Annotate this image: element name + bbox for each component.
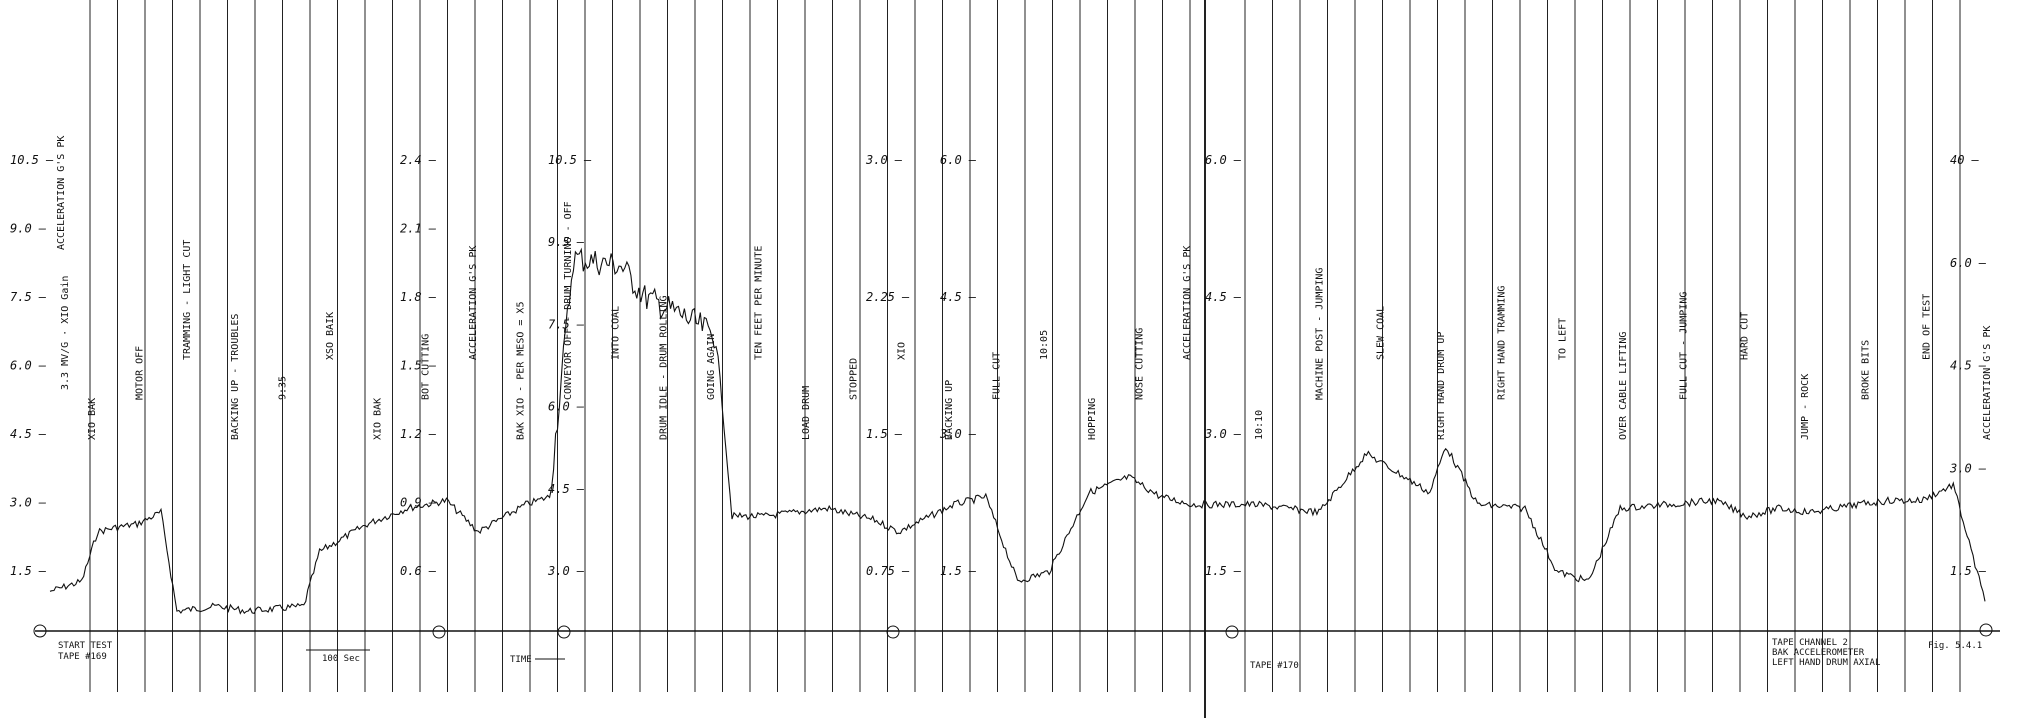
y-tick-mid4: 4.5 — [940, 290, 977, 304]
event-annotation: BACKING UP [944, 380, 955, 440]
event-annotation: STOPPED [849, 358, 860, 400]
event-annotation: OVER CABLE LIFTING [1618, 332, 1629, 440]
y-tick-right1: 4.5 — [1205, 290, 1242, 304]
y-tick-mid3: 2.25 — [866, 290, 910, 304]
y-tick-labels: 10.5 — 9.0 — 7.5 — 6.0 — 4.5 — 3.0 — 1.5 — 2.4 … [9, 153, 1987, 578]
y-tick-mid: 0.6 — [400, 564, 437, 578]
event-annotation: NOSE CUTTING [1134, 328, 1145, 400]
y-tick-mid3: 0.75 — [866, 564, 910, 578]
event-annotation: SLEW COAL [1375, 306, 1386, 360]
y-tick-right1: 1.5 — [1205, 564, 1242, 578]
y-tick-right1: 3.0 — [1204, 427, 1242, 441]
y-tick-mid2: 6.0 — [548, 400, 585, 414]
event-annotation: BAK XIO - PER MESO = X5 [516, 302, 527, 440]
event-annotation: BROKE BITS [1861, 340, 1872, 400]
channel-label-2: BAK ACCELEROMETER [1772, 648, 1865, 658]
y-tick-mid2: 9.5 — [548, 235, 585, 249]
event-annotation: ACCELERATION G'S PK [468, 246, 479, 360]
event-annotation: GOING AGAIN [706, 334, 717, 400]
x-axis-label: TIME [510, 655, 532, 665]
chart-marks [49, 247, 1986, 615]
y-tick-mid2: 4.5 — [548, 482, 585, 496]
y-tick-mid4: 3.0 — [939, 427, 977, 441]
event-annotation: LOAD DRUM [801, 386, 812, 440]
event-annotation: RIGHT HAND TRAMMING [1497, 286, 1508, 400]
y-tick-mid: 1.8 — [400, 290, 437, 304]
event-annotation: 10:10 [1254, 410, 1265, 440]
y-tick-left: 6.0 — [10, 359, 47, 373]
y-tick-left: 9.0 — [10, 222, 47, 236]
y-tick-mid: 1.5 — [400, 359, 437, 373]
tape-169-label: TAPE #169 [58, 652, 107, 662]
event-annotation: XSO BAIK [325, 312, 336, 360]
event-annotation: MACHINE POST - JUMPING [1315, 268, 1326, 400]
event-annotation: CONVEYOR OFF - DRUM TURNING - OFF [563, 201, 574, 400]
y-tick-mid: 1.2 — [400, 427, 437, 441]
y-tick-mid4: 1.5 — [940, 564, 977, 578]
y-tick-left: 3.0 — [9, 496, 47, 510]
event-annotation: BOT CUTTING [420, 334, 431, 400]
figure-number: Fig. 5.4.1 [1928, 641, 1982, 651]
event-annotation: INTO COAL [611, 306, 622, 360]
event-annotation: XIO [896, 342, 907, 360]
event-annotations: XIO BAK MOTOR OFF TRAMMING - LIGHT CUT BACK… [87, 201, 1993, 440]
reel-marker [33, 624, 47, 638]
event-annotation: HOPPING [1087, 398, 1098, 440]
event-annotation: TRAMMING - LIGHT CUT [182, 240, 193, 360]
acceleration-trace [49, 247, 1986, 615]
chart-grid [89, 0, 1961, 718]
y-tick-mid2: 7.5 — [548, 317, 585, 331]
event-annotation: TO LEFT [1557, 318, 1568, 360]
y-tick-mid: 2.4 — [400, 153, 437, 167]
reel-marker [432, 625, 446, 639]
scale-label: 100 Sec [322, 654, 360, 664]
y-tick-mid: 0.9 — [400, 496, 437, 510]
y-tick-mid4: 6.0 — [940, 153, 977, 167]
reel-marker [886, 625, 900, 639]
y-tick-right2: 1.5 — [1950, 564, 1987, 578]
event-annotation: ACCELERATION G'S PK [1982, 326, 1993, 440]
y-tick-left: 1.5 — [10, 564, 47, 578]
y-tick-right2: 40 — [1950, 153, 1980, 167]
event-annotation: ACCELERATION G'S PK [1182, 246, 1193, 360]
event-annotation: RIGHT HAND DRUM UP [1436, 332, 1447, 440]
event-annotation: FULL CUT - JUMPING [1679, 292, 1690, 400]
y-tick-left: 4.5 — [10, 427, 47, 441]
event-annotation: XIO BAK [87, 398, 98, 440]
tape-170-label: TAPE #170 [1250, 661, 1299, 671]
event-annotation: 10:05 [1039, 330, 1050, 360]
y-tick-right2: 3.0 — [1949, 461, 1987, 475]
y-tick-right2: 6.0 — [1950, 256, 1987, 270]
event-annotation: HARD CUT [1739, 312, 1750, 360]
y-tick-mid: 2.1 — [400, 222, 437, 236]
event-annotation: TEN FEET PER MINUTE [754, 246, 765, 360]
event-annotation: JUMP - ROCK [1800, 374, 1811, 440]
start-test-label: START TEST [58, 641, 113, 651]
y-axis-gain-label: 3.3 MV/G · XIO Gain [60, 276, 71, 390]
channel-label-1: TAPE CHANNEL 2 [1772, 638, 1848, 648]
event-annotation: XIO BAK [373, 398, 384, 440]
event-annotation: BACKING UP - TROUBLES [230, 314, 241, 440]
y-axis-label: ACCELERATION G'S PK [56, 136, 67, 250]
y-tick-mid2: 10.5 — [548, 153, 592, 167]
y-tick-right2: 4.5 — [1950, 359, 1987, 373]
y-tick-left: 7.5 — [10, 290, 47, 304]
reel-marker [1225, 625, 1239, 639]
event-annotation: FULL CUT [992, 352, 1003, 400]
y-tick-right1: 6.0 — [1205, 153, 1242, 167]
event-annotation: 9:35 [277, 376, 288, 400]
event-annotation: END OF TEST [1921, 294, 1932, 360]
y-tick-left: 10.5 — [10, 153, 54, 167]
reel-marker [1979, 623, 1993, 637]
y-tick-mid3: 1.5 — [866, 427, 903, 441]
y-tick-mid3: 3.0 — [865, 153, 903, 167]
event-annotation: DRUM IDLE - DRUM ROLLING [658, 296, 669, 441]
y-tick-mid2: 3.0 — [547, 564, 585, 578]
reel-marker [557, 625, 571, 639]
channel-label-3: LEFT HAND DRUM AXIAL [1772, 658, 1880, 668]
event-annotation: MOTOR OFF [135, 346, 146, 400]
